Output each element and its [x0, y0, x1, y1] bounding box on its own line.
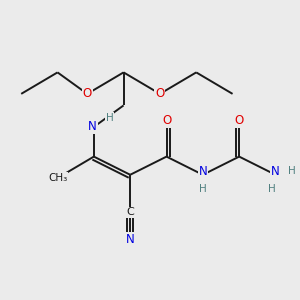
Text: H: H [199, 184, 207, 194]
Text: N: N [126, 233, 135, 246]
Text: C: C [126, 207, 134, 218]
Text: H: H [268, 184, 276, 194]
Text: N: N [199, 165, 207, 178]
Text: N: N [271, 165, 280, 178]
Text: H: H [106, 112, 114, 123]
Text: CH₃: CH₃ [48, 173, 67, 183]
Text: O: O [235, 114, 244, 127]
Text: O: O [82, 87, 92, 101]
Text: O: O [162, 114, 171, 127]
Text: N: N [88, 120, 97, 134]
Text: H: H [288, 167, 296, 176]
Text: O: O [155, 87, 164, 101]
